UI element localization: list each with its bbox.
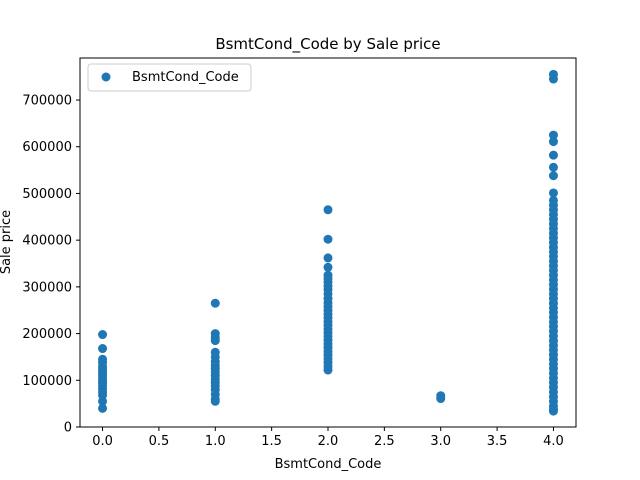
x-tick-label: 4.0 <box>543 434 564 449</box>
x-axis-label: BsmtCond_Code <box>275 457 382 472</box>
data-point <box>548 188 558 198</box>
x-tick-label: 1.0 <box>205 434 226 449</box>
chart-title: BsmtCond_Code by Sale price <box>215 35 440 54</box>
data-point <box>98 344 108 354</box>
x-tick-label: 3.0 <box>430 434 451 449</box>
y-tick-label: 700000 <box>22 94 72 109</box>
data-point <box>323 262 333 272</box>
x-tick-label: 3.5 <box>487 434 508 449</box>
x-tick-label: 1.5 <box>261 434 282 449</box>
y-tick-label: 600000 <box>22 140 72 155</box>
y-tick-label: 200000 <box>22 327 72 342</box>
data-point <box>548 162 558 172</box>
data-point <box>98 403 108 413</box>
y-tick-label: 400000 <box>22 234 72 249</box>
data-point <box>323 234 333 244</box>
data-point <box>548 406 558 416</box>
data-point <box>436 394 446 404</box>
data-point <box>98 396 108 406</box>
x-axis-ticks: 0.0 0.5 1.0 1.5 2.0 2.5 3.0 3.5 4.0 <box>92 427 564 449</box>
data-points <box>98 69 558 416</box>
data-point <box>548 150 558 160</box>
y-tick-label: 500000 <box>22 187 72 202</box>
legend-entry-label: BsmtCond_Code <box>132 70 239 85</box>
data-point <box>210 336 220 346</box>
data-point <box>548 137 558 147</box>
x-tick-label: 2.5 <box>374 434 395 449</box>
y-tick-label: 300000 <box>22 280 72 295</box>
data-point <box>210 298 220 308</box>
x-tick-label: 0.5 <box>149 434 170 449</box>
y-tick-label: 100000 <box>22 374 72 389</box>
legend-box <box>87 63 252 92</box>
legend-marker <box>101 72 111 82</box>
y-tick-label: 0 <box>64 421 72 436</box>
x-tick-label: 2.0 <box>318 434 339 449</box>
y-axis-ticks: 0 100000 200000 300000 400000 500000 600000 700… <box>22 94 80 436</box>
data-point <box>548 74 558 84</box>
data-point <box>548 130 558 140</box>
data-point <box>323 205 333 215</box>
legend: BsmtCond_Code <box>87 63 252 92</box>
data-point <box>98 330 108 340</box>
data-point <box>548 171 558 181</box>
x-tick-label: 0.0 <box>92 434 113 449</box>
y-axis-label: Sale price <box>0 210 14 274</box>
data-point <box>323 253 333 263</box>
data-point <box>323 365 333 375</box>
data-point <box>210 396 220 406</box>
